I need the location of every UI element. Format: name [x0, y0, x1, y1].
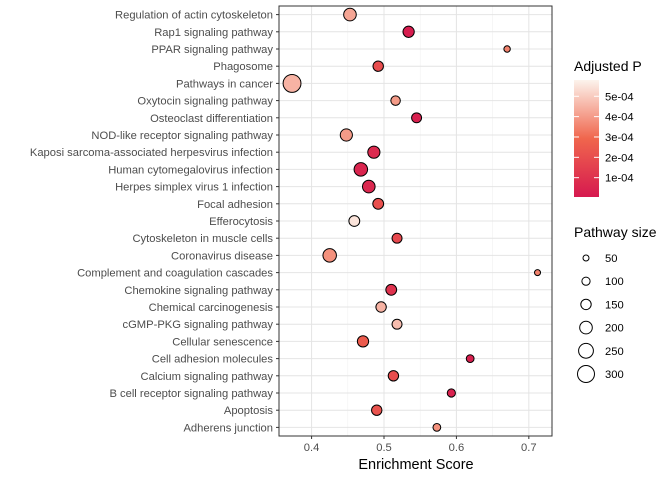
- data-point: [348, 215, 361, 227]
- color-legend-label: 1e-04: [605, 173, 634, 185]
- y-tick-label: Chemical carcinogenesis: [149, 302, 274, 314]
- x-axis: 0.4 0.5 0.6 0.7: [304, 436, 537, 454]
- size-legend-label: 100: [605, 276, 624, 288]
- y-tick-label: Calcium signaling pathway: [141, 371, 274, 383]
- size-legend-label: 50: [605, 253, 617, 265]
- y-tick-label: Cell adhesion molecules: [152, 354, 274, 366]
- x-tick-label: 0.6: [449, 442, 465, 454]
- data-point: [446, 388, 456, 398]
- size-legend-key: [578, 342, 594, 359]
- data-point: [371, 404, 383, 416]
- data-point: [367, 145, 381, 159]
- size-legend-key: [581, 276, 591, 286]
- y-tick-label: Coronavirus disease: [171, 250, 273, 262]
- x-tick-label: 0.4: [304, 442, 320, 454]
- data-point: [387, 370, 400, 382]
- y-tick-label: Pathways in cancer: [176, 78, 273, 90]
- y-tick-label: Rap1 signaling pathway: [154, 27, 273, 39]
- plot-panel: [278, 5, 553, 437]
- data-point: [390, 95, 401, 106]
- y-tick-label: Efferocytosis: [209, 216, 273, 228]
- y-tick-label: Cytoskeleton in muscle cells: [132, 233, 273, 245]
- size-legend-key: [580, 298, 592, 311]
- size-legend-key: [577, 365, 595, 383]
- size-legend-label: 150: [605, 299, 624, 311]
- data-point: [356, 335, 370, 348]
- data-point: [465, 354, 475, 363]
- data-point: [432, 423, 442, 432]
- color-legend-label: 3e-04: [605, 132, 634, 144]
- color-legend-label: 2e-04: [605, 152, 634, 164]
- data-point: [375, 301, 387, 313]
- data-point: [402, 25, 415, 38]
- data-point: [353, 162, 369, 177]
- y-axis: Regulation of actin cytoskeleton Rap1 sig…: [30, 10, 279, 434]
- y-tick-label: Complement and coagulation cascades: [77, 268, 273, 280]
- data-point: [339, 128, 353, 142]
- y-tick-label: Cellular senescence: [172, 336, 273, 348]
- x-tick-label: 0.7: [521, 442, 537, 454]
- size-legend-label: 200: [605, 323, 624, 335]
- y-tick-label: Phagosome: [213, 61, 273, 73]
- data-point: [534, 269, 542, 277]
- data-point: [361, 179, 376, 194]
- data-point: [372, 197, 385, 210]
- data-point: [385, 283, 398, 296]
- y-tick-label: Oxytocin signaling pathway: [137, 96, 273, 108]
- size-legend-title: Pathway size: [574, 224, 657, 240]
- y-tick-label: Herpes simplex virus 1 infection: [115, 182, 273, 194]
- x-tick-label: 0.5: [376, 442, 392, 454]
- data-point: [282, 73, 302, 93]
- y-tick-label: Human cytomegalovirus infection: [108, 164, 273, 176]
- y-tick-label: cGMP-PKG signaling pathway: [123, 319, 274, 331]
- size-legend-key: [582, 254, 590, 262]
- data-point: [372, 60, 384, 72]
- size-legend-key: [579, 320, 593, 335]
- data-point: [503, 45, 511, 53]
- data-point: [343, 7, 357, 22]
- data-point: [322, 248, 337, 263]
- y-tick-label: Kaposi sarcoma-associated herpesvirus in…: [30, 147, 273, 159]
- y-tick-label: Regulation of actin cytoskeleton: [115, 10, 273, 22]
- data-point: [411, 112, 423, 124]
- color-legend: Adjusted P 5e-04 4e-04 3e-04 2e-04 1e-04: [574, 58, 642, 197]
- color-legend-label: 5e-04: [605, 91, 634, 103]
- data-point: [391, 232, 403, 244]
- x-axis-label: Enrichment Score: [358, 457, 473, 473]
- y-tick-label: PPAR signaling pathway: [151, 44, 273, 56]
- color-legend-bar: [574, 80, 599, 197]
- data-point: [391, 318, 403, 330]
- size-legend-label: 300: [605, 369, 624, 381]
- size-legend: Pathway size 50 100 150 200 250 300: [574, 224, 657, 383]
- color-legend-label: 4e-04: [605, 112, 634, 124]
- y-tick-label: Apoptosis: [224, 405, 274, 417]
- y-tick-label: Focal adhesion: [197, 199, 273, 211]
- y-tick-label: Osteoclast differentiation: [150, 113, 273, 125]
- y-tick-label: NOD-like receptor signaling pathway: [91, 130, 273, 142]
- size-legend-label: 250: [605, 346, 624, 358]
- y-tick-label: Adherens junction: [183, 422, 273, 434]
- y-tick-label: Chemokine signaling pathway: [124, 285, 273, 297]
- color-legend-title: Adjusted P: [574, 58, 642, 74]
- y-tick-label: B cell receptor signaling pathway: [109, 388, 273, 400]
